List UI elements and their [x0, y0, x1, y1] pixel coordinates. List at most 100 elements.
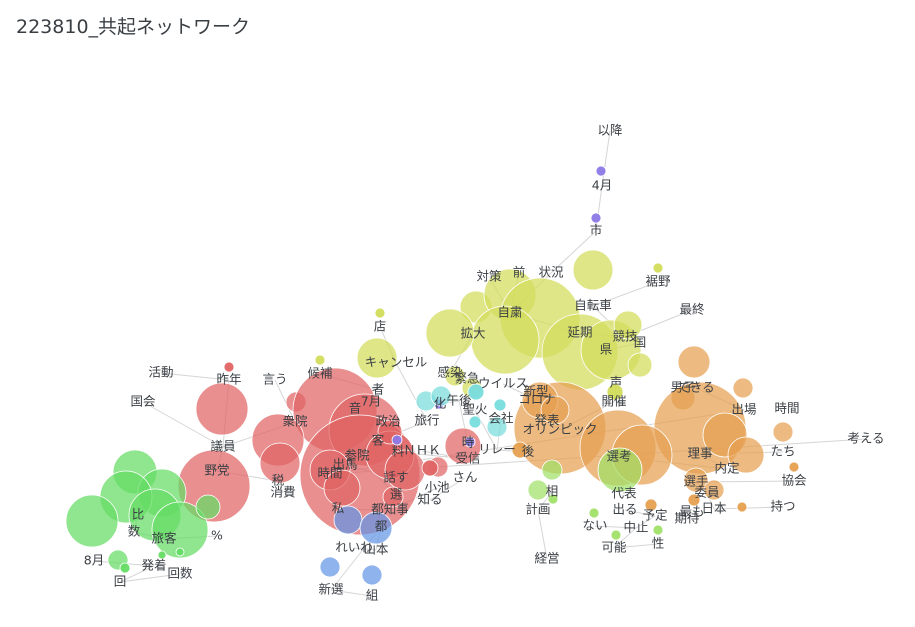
node-bubble[interactable]	[223, 361, 235, 373]
node-label: 開催	[601, 394, 626, 409]
node-bubble[interactable]	[644, 498, 658, 512]
node-bubble[interactable]	[703, 479, 725, 501]
node-bubble[interactable]	[597, 447, 643, 493]
node-bubble[interactable]	[421, 459, 439, 477]
node-bubble[interactable]	[314, 354, 326, 366]
node-label: さん	[452, 470, 477, 485]
node-bubble[interactable]	[356, 337, 398, 379]
node-label: 受信	[455, 451, 480, 466]
network-edge	[613, 543, 659, 549]
network-edge	[119, 573, 181, 583]
node-bubble[interactable]	[157, 550, 167, 560]
node-bubble[interactable]	[736, 501, 748, 513]
node-bubble[interactable]	[151, 501, 209, 559]
network-edge	[595, 185, 603, 232]
node-bubble[interactable]	[319, 556, 341, 578]
node-bubble[interactable]	[613, 310, 643, 340]
node-bubble[interactable]	[425, 308, 475, 358]
node-label: 発着	[141, 558, 166, 573]
node-bubble[interactable]	[430, 385, 452, 407]
node-bubble[interactable]	[727, 436, 765, 474]
network-edge	[686, 511, 693, 520]
node-bubble[interactable]	[540, 395, 570, 425]
node-label: 期待	[674, 511, 700, 526]
node-label: 声	[610, 375, 623, 390]
network-edge	[713, 506, 784, 510]
node-label: 自転車	[574, 298, 612, 313]
node-label: 状況	[538, 265, 564, 280]
network-edge	[429, 477, 466, 501]
node-bubble[interactable]	[323, 469, 361, 507]
node-bubble[interactable]	[119, 562, 131, 574]
node-label: 選考	[606, 449, 631, 464]
node-bubble[interactable]	[588, 507, 600, 519]
node-label: 発表	[534, 413, 560, 428]
node-label: %	[211, 528, 223, 543]
node-label: 出場	[731, 402, 756, 417]
node-bubble[interactable]	[772, 421, 794, 443]
node-bubble[interactable]	[374, 307, 386, 319]
node-label: 8月	[84, 553, 104, 568]
node-bubble[interactable]	[590, 212, 602, 224]
node-bubble[interactable]	[541, 459, 563, 481]
node-label: 前	[513, 265, 526, 280]
node-label: 可能	[601, 540, 627, 555]
node-label: 山本	[363, 542, 389, 557]
node-label: 税	[272, 473, 285, 488]
node-bubble[interactable]	[610, 529, 622, 541]
node-bubble[interactable]	[547, 493, 559, 505]
node-label: 内定	[714, 461, 739, 476]
node-bubble[interactable]	[572, 249, 614, 291]
node-bubble[interactable]	[627, 352, 653, 378]
node-bubble[interactable]	[361, 564, 383, 586]
node-bubble[interactable]	[486, 416, 508, 438]
node-bubble[interactable]	[788, 461, 800, 473]
node-bubble[interactable]	[65, 494, 119, 548]
node-label: 政治	[375, 414, 400, 429]
node-bubble[interactable]	[195, 494, 221, 520]
network-edge	[119, 565, 155, 583]
network-edge	[474, 409, 498, 451]
node-bubble[interactable]	[677, 345, 711, 379]
node-label: 新選	[318, 582, 344, 597]
node-label: 私	[332, 501, 345, 516]
node-bubble[interactable]	[683, 467, 709, 493]
node-label: 最終	[679, 302, 705, 317]
node-label: 旅客	[151, 531, 177, 546]
node-bubble[interactable]	[652, 262, 664, 274]
node-bubble[interactable]	[652, 524, 664, 536]
node-label: 新型	[523, 384, 548, 399]
node-bubble[interactable]	[468, 415, 482, 429]
node-bubble[interactable]	[175, 547, 185, 557]
node-bubble[interactable]	[195, 382, 249, 436]
node-bubble[interactable]	[464, 436, 476, 448]
node-label: 後	[522, 444, 535, 459]
node-bubble[interactable]	[444, 365, 466, 387]
node-bubble[interactable]	[732, 377, 754, 399]
node-label: 以降	[597, 123, 623, 138]
node-label: 議員	[210, 439, 236, 454]
node-bubble[interactable]	[687, 493, 701, 507]
network-edge	[613, 527, 637, 549]
node-bubble[interactable]	[467, 383, 485, 401]
node-bubble[interactable]	[493, 398, 507, 412]
node-bubble[interactable]	[606, 383, 624, 401]
node-bubble[interactable]	[391, 434, 403, 446]
node-label: 昨年	[216, 372, 241, 387]
node-bubble[interactable]	[511, 441, 529, 459]
node-bubble[interactable]	[595, 165, 607, 177]
node-label: 国	[634, 335, 647, 350]
node-label: 4月	[592, 178, 612, 193]
node-label: 中止	[623, 520, 648, 535]
node-bubble[interactable]	[259, 442, 301, 484]
node-bubble[interactable]	[359, 511, 393, 545]
node-label: 委員	[694, 485, 720, 500]
node-label: 最も	[679, 504, 704, 519]
node-label: 消費	[270, 485, 295, 500]
node-bubble[interactable]	[527, 479, 549, 501]
node-label: 言う	[262, 372, 287, 387]
node-bubble[interactable]	[382, 486, 404, 508]
network-edge	[395, 362, 428, 422]
node-label: 選	[390, 487, 403, 502]
